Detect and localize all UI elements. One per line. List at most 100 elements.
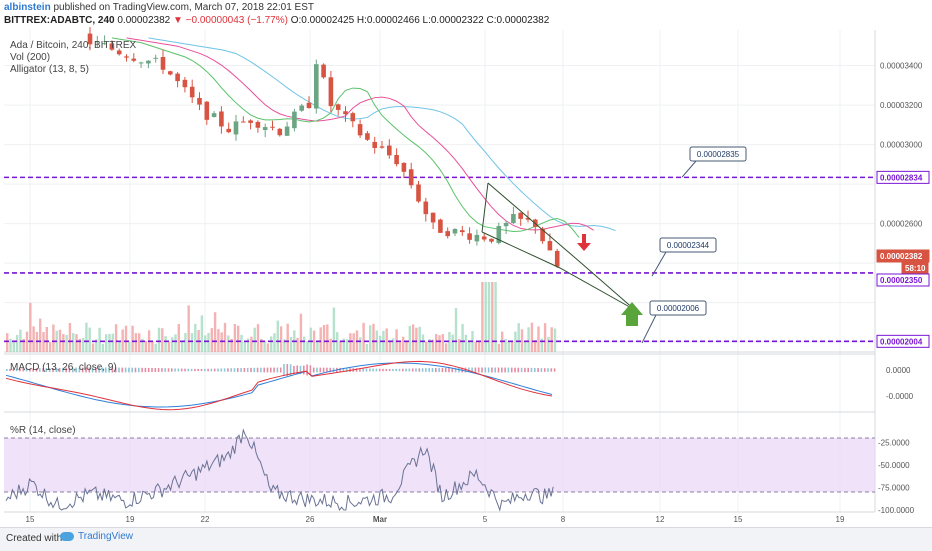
volume-bar <box>385 328 388 352</box>
volume-bar <box>464 334 468 352</box>
volume-bar <box>72 333 75 352</box>
candle-body <box>182 79 188 88</box>
volume-bar <box>213 312 217 352</box>
volume-bar <box>167 342 171 352</box>
volume-bar <box>534 340 537 352</box>
volume-bar <box>105 334 108 352</box>
volume-bar <box>9 338 12 352</box>
footer: Created with TradingView <box>0 527 932 551</box>
volume-bar <box>527 327 530 352</box>
candle-body <box>146 60 151 64</box>
macd-histogram-bar <box>45 368 48 372</box>
candle-body <box>292 111 297 129</box>
volume-bar <box>349 333 352 352</box>
candle-body <box>284 126 290 136</box>
volume-bar <box>29 302 32 352</box>
macd-histogram-bar <box>164 368 166 372</box>
macd-histogram-bar <box>95 367 97 373</box>
macd-histogram-bar <box>299 365 302 375</box>
volume-bar <box>487 282 491 352</box>
volume-bar <box>454 308 458 352</box>
callout-pointer <box>681 160 697 178</box>
price-change: ▼ −0.00000043 (−1.77%) <box>172 15 288 26</box>
tradingview-logo[interactable]: TradingView <box>60 531 133 542</box>
macd-histogram-bar <box>240 368 242 372</box>
volume-label: Vol (200) <box>10 52 51 63</box>
volume-bar <box>504 339 507 352</box>
volume-bar <box>359 337 362 352</box>
macd-histogram-bar <box>184 368 186 372</box>
volume-bar <box>98 327 101 352</box>
macd-histogram-bar <box>339 367 341 373</box>
candle-body <box>262 127 268 131</box>
macd-histogram-bar <box>174 368 176 372</box>
macd-histogram-bar <box>510 367 513 373</box>
volume-bar <box>88 327 91 352</box>
macd-histogram-bar <box>266 367 269 373</box>
macd-line <box>5 362 553 408</box>
macd-histogram-bar <box>504 367 506 373</box>
volume-bar <box>484 282 487 352</box>
macd-histogram-bar <box>534 367 536 373</box>
macd-histogram-bar <box>507 367 510 373</box>
volume-bar <box>345 339 349 352</box>
wr-tick-label: -50.0000 <box>878 461 910 470</box>
volume-bar <box>85 322 88 352</box>
up-arrow-icon <box>621 302 643 326</box>
macd-histogram-bar <box>543 368 546 372</box>
macd-histogram-bar <box>39 368 41 372</box>
time-tick-label: 19 <box>836 515 845 524</box>
macd-histogram-bar <box>474 367 477 373</box>
volume-bar <box>95 339 98 352</box>
candle-body <box>394 154 399 165</box>
macd-histogram-bar <box>444 367 447 373</box>
volume-bar <box>438 335 441 352</box>
macd-histogram-bar <box>451 367 454 373</box>
macd-histogram-bar <box>378 368 381 372</box>
macd-histogram-bar <box>128 367 130 373</box>
candle-body <box>109 43 115 50</box>
wr-band <box>4 438 875 492</box>
volume-bar <box>250 336 253 352</box>
macd-histogram-bar <box>81 367 84 373</box>
volume-bar <box>230 338 233 352</box>
macd-histogram-bar <box>114 367 117 373</box>
macd-histogram-bar <box>345 368 348 372</box>
volume-bar <box>22 338 25 352</box>
price-tag-text: 0.00002004 <box>880 337 923 346</box>
macd-histogram-bar <box>118 367 120 373</box>
candle-body <box>474 234 480 242</box>
macd-histogram-bar <box>233 368 236 372</box>
volume-bar <box>339 340 342 352</box>
volume-bar <box>260 339 263 352</box>
volume-bar <box>553 328 557 352</box>
volume-bar <box>448 331 451 352</box>
macd-histogram-bar <box>477 367 480 373</box>
volume-bar <box>207 332 210 352</box>
volume-bar <box>32 326 35 352</box>
macd-histogram-bar <box>273 367 275 373</box>
candle-body <box>233 121 239 135</box>
price-tag-text: 0.00002382 <box>880 252 923 261</box>
macd-histogram-bar <box>217 368 219 372</box>
candle-body <box>511 213 516 224</box>
candle-body <box>481 236 487 240</box>
callout-pointer <box>651 251 667 277</box>
macd-histogram-bar <box>200 368 203 372</box>
macd-histogram-bar <box>359 368 361 372</box>
author-link[interactable]: albinstein <box>4 2 51 13</box>
volume-bar <box>369 325 372 352</box>
macd-histogram-bar <box>177 368 180 372</box>
volume-bar <box>194 323 197 352</box>
volume-bar <box>177 324 180 352</box>
macd-histogram-bar <box>270 367 272 373</box>
volume-bar <box>372 323 375 352</box>
macd-histogram-bar <box>296 365 298 375</box>
volume-bar <box>204 335 207 352</box>
macd-histogram-bar <box>35 368 38 372</box>
macd-histogram-bar <box>395 368 397 372</box>
created-with: Created with <box>6 533 63 544</box>
macd-histogram-bar <box>105 367 107 373</box>
macd-histogram-bar <box>537 368 539 372</box>
macd-histogram-bar <box>22 368 25 372</box>
